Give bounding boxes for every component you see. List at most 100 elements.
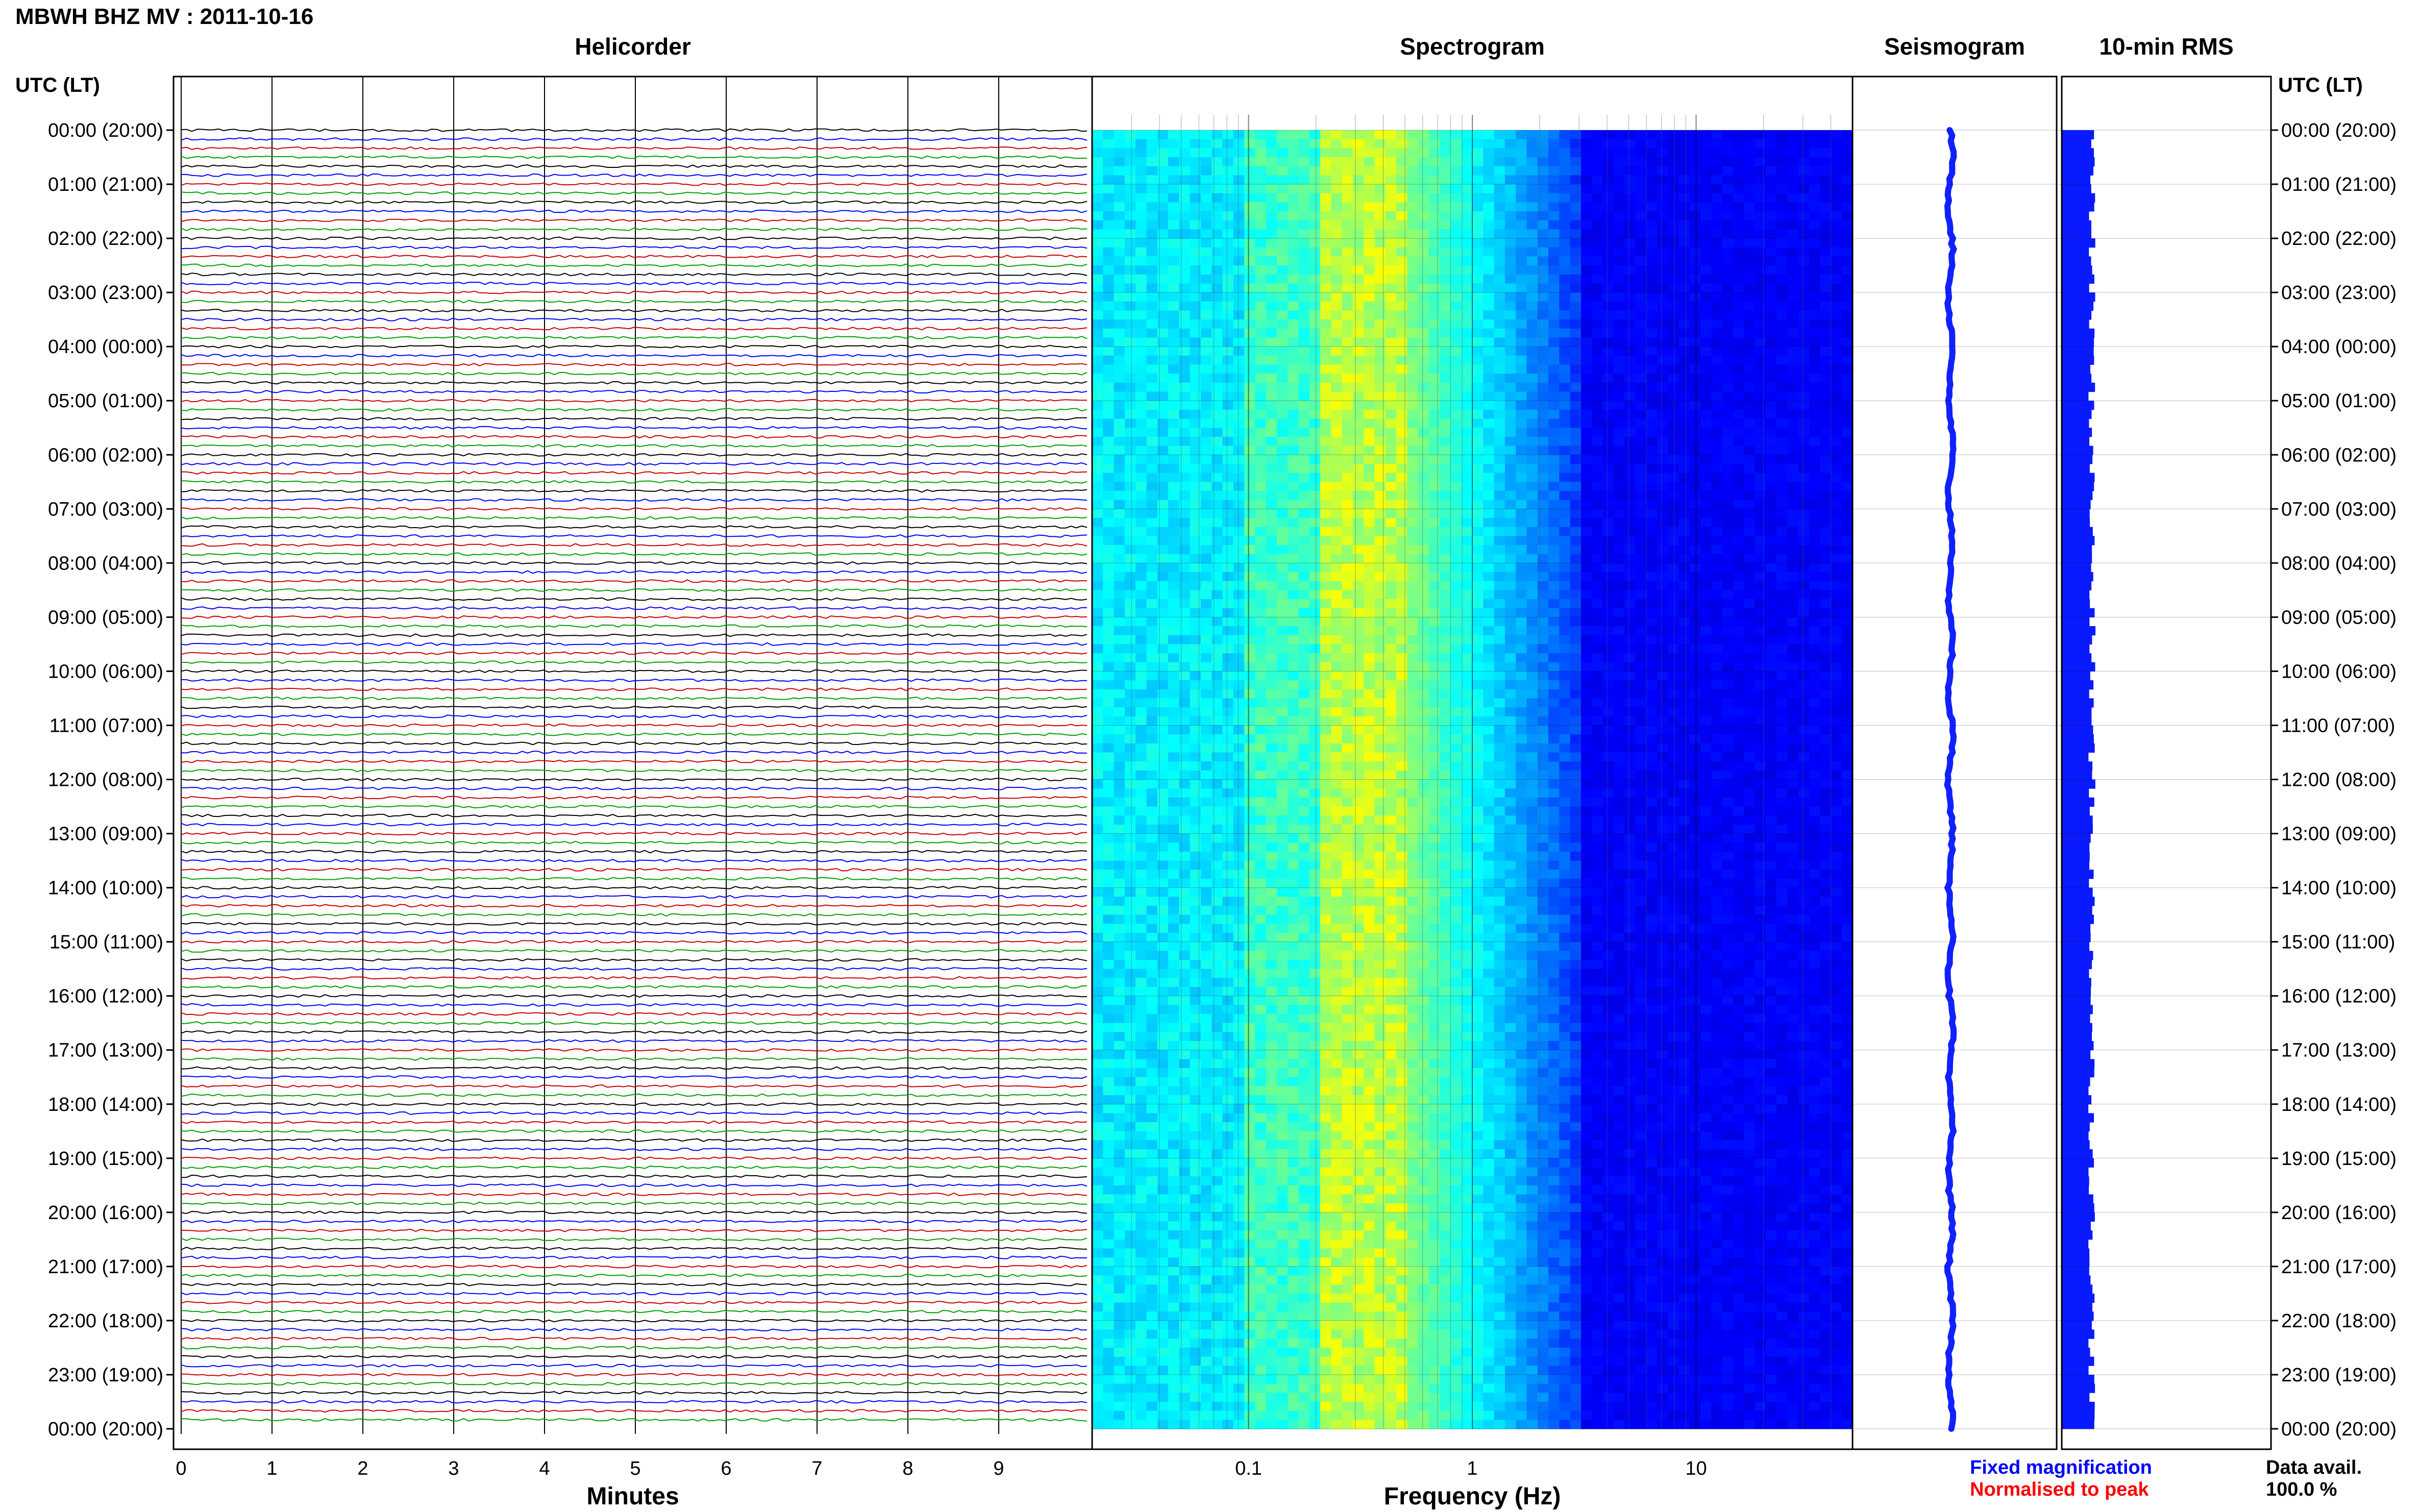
- rms-bar: [2062, 473, 2095, 482]
- helicorder-trace: [181, 886, 1088, 890]
- rms-bar: [2062, 870, 2094, 879]
- rms-bar: [2062, 337, 2094, 347]
- helicorder-trace: [181, 1265, 1088, 1269]
- rms-bar: [2062, 941, 2089, 951]
- y-tick-label-right: 22:00 (18:00): [2281, 1310, 2397, 1332]
- helicorder-trace: [181, 173, 1088, 177]
- helicorder-trace: [181, 1192, 1088, 1196]
- rms-bar: [2062, 536, 2095, 546]
- rms-bar: [2062, 1167, 2089, 1177]
- rms-bar: [2062, 1005, 2093, 1014]
- helicorder-x-tick-label: 2: [357, 1458, 368, 1479]
- helicorder-trace: [181, 913, 1088, 917]
- rms-bar: [2062, 969, 2089, 978]
- utc-lt-left-header: UTC (LT): [15, 74, 100, 96]
- rms-bar: [2062, 310, 2092, 320]
- seismogram-panel: [1944, 127, 1957, 1432]
- rms-bar: [2062, 1113, 2094, 1123]
- rms-bar: [2062, 644, 2090, 654]
- rms-bar: [2062, 1239, 2089, 1249]
- helicorder-x-tick-label: 7: [811, 1458, 822, 1479]
- helicorder-trace: [181, 1174, 1088, 1178]
- rms-bar: [2062, 1050, 2091, 1059]
- rms-bar: [2062, 1104, 2089, 1113]
- helicorder-trace: [181, 732, 1088, 736]
- legend-fixed-magnification: Fixed magnification: [1970, 1457, 2152, 1478]
- rms-bar: [2062, 960, 2092, 970]
- helicorder-trace: [181, 1391, 1088, 1395]
- helicorder-trace: [181, 344, 1088, 349]
- rms-bar: [2062, 1176, 2089, 1186]
- rms-bar: [2062, 436, 2090, 447]
- y-tick-label-left: 15:00 (11:00): [50, 932, 163, 953]
- helicorder-x-tick-label: 5: [630, 1458, 640, 1479]
- rms-bar: [2062, 1230, 2093, 1240]
- helicorder-trace: [181, 1084, 1088, 1088]
- helicorder-x-tick-label: 0: [176, 1458, 186, 1479]
- rms-bar: [2062, 905, 2092, 915]
- helicorder-trace: [181, 435, 1088, 439]
- helicorder-trace: [181, 1346, 1088, 1350]
- helicorder-trace: [181, 769, 1088, 773]
- rms-bar: [2062, 1366, 2089, 1375]
- rms-bar: [2062, 824, 2093, 834]
- rms-bar: [2062, 833, 2091, 843]
- rms-bar: [2062, 806, 2090, 816]
- helicorder-trace: [181, 967, 1088, 971]
- helicorder-trace: [181, 1210, 1088, 1214]
- rms-bar: [2062, 1375, 2094, 1384]
- helicorder-trace: [181, 714, 1088, 718]
- data-avail-label: Data avail.: [2266, 1457, 2362, 1478]
- helicorder-trace: [181, 1129, 1088, 1133]
- helicorder-trace: [181, 759, 1088, 763]
- utc-lt-right-header: UTC (LT): [2278, 74, 2363, 96]
- helicorder-trace: [181, 308, 1088, 312]
- helicorder-trace: [181, 543, 1088, 547]
- spectrogram-xlabel: Frequency (Hz): [1384, 1483, 1561, 1510]
- y-tick-label-left: 05:00 (01:00): [48, 390, 163, 412]
- rms-bar: [2062, 482, 2094, 491]
- y-tick-label-left: 18:00 (14:00): [48, 1094, 163, 1116]
- helicorder-panel: [181, 77, 1088, 1434]
- helicorder-trace: [181, 895, 1088, 899]
- rms-bar: [2062, 563, 2091, 573]
- rms-bar: [2062, 382, 2095, 392]
- rms-bar: [2062, 1284, 2093, 1294]
- y-tick-label-right: 21:00 (17:00): [2281, 1256, 2397, 1278]
- helicorder-trace: [181, 327, 1088, 331]
- y-tick-label-left: 01:00 (21:00): [48, 174, 163, 195]
- y-tick-label-left: 08:00 (04:00): [48, 553, 163, 574]
- rms-bar: [2062, 680, 2094, 690]
- helicorder-trace: [181, 191, 1088, 195]
- rms-bar: [2062, 842, 2090, 852]
- rms-bar: [2062, 346, 2094, 356]
- y-tick-label-right: 19:00 (15:00): [2281, 1148, 2397, 1170]
- helicorder-trace: [181, 389, 1088, 394]
- helicorder-trace: [181, 335, 1088, 340]
- spectrogram-x-tick-label: 0.1: [1235, 1458, 1262, 1479]
- y-tick-label-left: 09:00 (05:00): [48, 607, 163, 628]
- helicorder-trace: [181, 263, 1088, 267]
- y-tick-label-right: 16:00 (12:00): [2281, 986, 2397, 1007]
- rms-bar: [2062, 211, 2089, 221]
- helicorder-x-tick-label: 9: [993, 1458, 1004, 1479]
- helicorder-trace: [181, 1003, 1088, 1007]
- y-tick-label-left: 13:00 (09:00): [48, 824, 163, 845]
- helicorder-trace: [181, 633, 1088, 637]
- rms-bar: [2062, 788, 2089, 798]
- rms-bar: [2062, 319, 2089, 329]
- helicorder-trace: [181, 922, 1088, 926]
- helicorder-trace: [181, 1246, 1088, 1251]
- helicorder-trace: [181, 1328, 1088, 1332]
- rms-bar: [2062, 1266, 2089, 1276]
- rms-bar: [2062, 608, 2095, 617]
- y-tick-label-right: 07:00 (03:00): [2281, 499, 2397, 520]
- helicorder-trace: [181, 552, 1088, 556]
- helicorder-trace: [181, 182, 1088, 186]
- rms-bar: [2062, 247, 2089, 257]
- helicorder-trace: [181, 606, 1088, 610]
- rms-bar: [2062, 1320, 2092, 1330]
- rms-bar: [2062, 653, 2092, 663]
- helicorder-xlabel: Minutes: [586, 1483, 679, 1510]
- rms-bar: [2062, 292, 2095, 302]
